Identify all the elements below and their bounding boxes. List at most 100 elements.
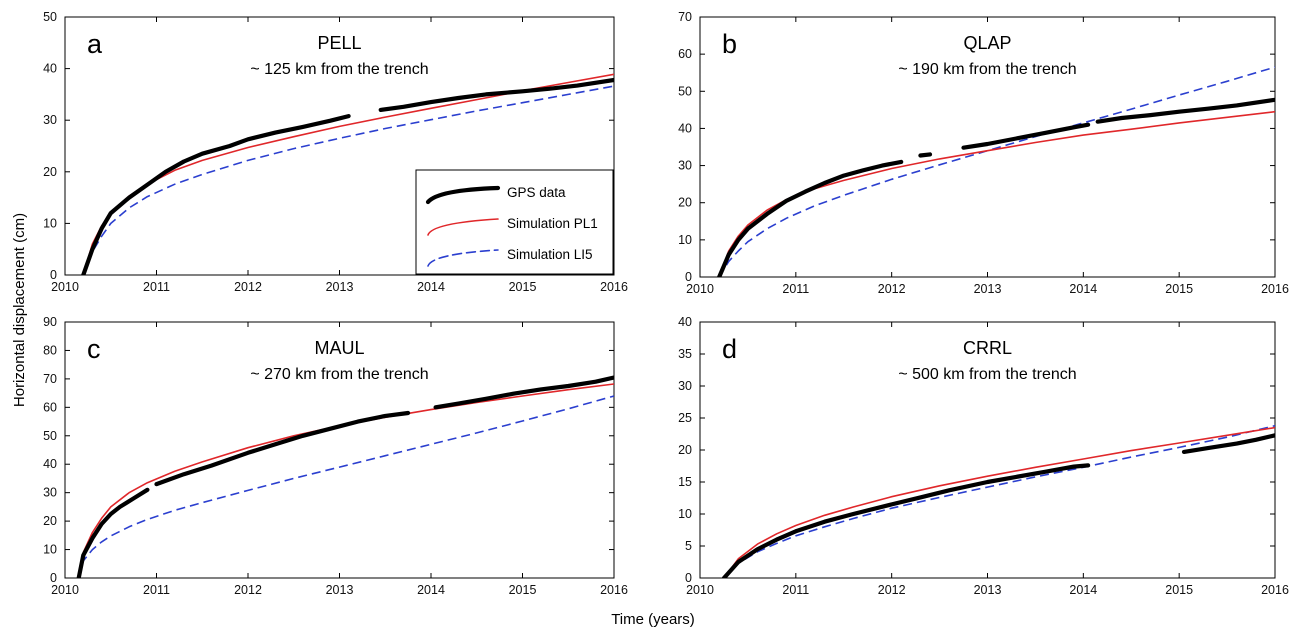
x-tick-label: 2010 (686, 583, 714, 597)
chart-panel-b: 2010 2011 2012 2013 2014 2015 2016 0 10 20 30 40 50 6… (678, 10, 1289, 296)
y-axis-title: Horizontal displacement (cm) (11, 213, 28, 407)
y-tick-label: 15 (678, 475, 692, 489)
x-tick-label: 2016 (600, 280, 628, 294)
legend-label-gps-data: GPS data (507, 185, 566, 200)
legend-swatch-gps-data (425, 185, 501, 205)
series-gps-data-segment (918, 152, 933, 158)
y-tick-label: 40 (678, 121, 692, 135)
legend-box (415, 169, 614, 275)
station-distance: ~ 125 km from the trench (250, 61, 428, 78)
plot-area (81, 73, 614, 275)
y-tick-label: 40 (43, 62, 57, 76)
chart-panels: 2010 2011 2012 2013 2014 2015 201601020304050a… (43, 10, 1289, 597)
y-tick-label: 0 (50, 268, 57, 282)
y-tick-label: 0 (50, 571, 57, 585)
series-gps-data-segment (154, 410, 411, 487)
series-simulation-li5 (82, 85, 614, 275)
x-tick-label: 2015 (509, 280, 537, 294)
series-gps-data-segment (1181, 433, 1275, 454)
station-title: PELL (317, 33, 361, 53)
y-tick-label: 50 (678, 84, 692, 98)
legend-swatch-simulation-li5 (427, 249, 499, 267)
x-tick-label: 2012 (878, 583, 906, 597)
station-title: MAUL (314, 338, 364, 358)
station-distance: ~ 500 km from the trench (898, 366, 1076, 383)
x-tick-label: 2015 (509, 583, 537, 597)
x-tick-label: 2014 (417, 583, 445, 597)
legend-swatch-simulation-pl1 (427, 218, 499, 236)
x-axis-title: Time (years) (611, 611, 695, 628)
y-tick-label: 30 (43, 486, 57, 500)
x-tick-label: 2013 (326, 583, 354, 597)
panel-letter: a (87, 29, 103, 59)
x-tick-label: 2012 (234, 583, 262, 597)
station-distance: ~ 190 km from the trench (898, 61, 1076, 78)
y-tick-label: 10 (678, 233, 692, 247)
station-title: QLAP (963, 33, 1011, 53)
y-tick-label: 20 (678, 443, 692, 457)
y-tick-label: 10 (43, 216, 57, 230)
panel-letter: c (87, 334, 101, 364)
y-tick-label: 5 (685, 539, 692, 553)
x-tick-label: 2013 (974, 583, 1002, 597)
series-gps-data-segment (961, 122, 1091, 150)
y-tick-label: 25 (678, 411, 692, 425)
series-gps-data-segment (433, 375, 614, 410)
x-tick-label: 2012 (878, 282, 906, 296)
x-tick-label: 2011 (143, 583, 170, 597)
x-tick-label: 2015 (1165, 583, 1193, 597)
chart-panel-d: 2010 2011 2012 2013 2014 2015 2016 0 5 10 15 20 25 30… (678, 315, 1289, 597)
series-gps-data-segment (717, 159, 904, 277)
x-tick-label: 2014 (417, 280, 445, 294)
plot-frame (699, 16, 1276, 278)
y-tick-label: 40 (43, 457, 57, 471)
x-tick-label: 2016 (1261, 282, 1289, 296)
x-tick-label: 2014 (1069, 583, 1097, 597)
x-tick-label: 2014 (1069, 282, 1097, 296)
series-simulation-pl1 (77, 383, 614, 578)
panel-letter: d (722, 334, 737, 364)
x-tick-label: 2011 (143, 280, 170, 294)
series-simulation-li5 (723, 424, 1275, 578)
y-tick-label: 10 (678, 507, 692, 521)
y-tick-label: 90 (43, 315, 57, 329)
x-tick-label: 2013 (326, 280, 354, 294)
series-gps-data-segment (76, 487, 150, 578)
y-tick-label: 10 (43, 543, 57, 557)
legend: GPS data Simulation PL1 Simulation LI5 (415, 169, 614, 275)
y-tick-label: 70 (43, 372, 57, 386)
plot-frame (64, 321, 615, 579)
station-distance: ~ 270 km from the trench (250, 366, 428, 383)
y-tick-label: 20 (678, 196, 692, 210)
y-tick-label: 60 (678, 47, 692, 61)
legend-label-simulation-pl1: Simulation PL1 (507, 216, 598, 231)
plot-area (76, 375, 614, 578)
y-tick-label: 30 (678, 159, 692, 173)
x-tick-label: 2011 (782, 583, 809, 597)
y-tick-label: 20 (43, 165, 57, 179)
y-tick-label: 60 (43, 400, 57, 414)
y-tick-label: 0 (685, 571, 692, 585)
y-tick-label: 40 (678, 315, 692, 329)
y-tick-label: 80 (43, 343, 57, 357)
y-tick-label: 35 (678, 347, 692, 361)
plot-area (721, 424, 1275, 578)
y-tick-label: 30 (43, 113, 57, 127)
legend-label-simulation-li5: Simulation LI5 (507, 247, 593, 262)
station-title: CRRL (963, 338, 1012, 358)
x-tick-label: 2010 (686, 282, 714, 296)
y-tick-label: 70 (678, 10, 692, 24)
x-tick-label: 2010 (51, 583, 79, 597)
series-simulation-pl1 (718, 110, 1275, 277)
y-tick-label: 50 (43, 429, 57, 443)
series-gps-data-segment (721, 463, 1091, 578)
series-simulation-pl1 (723, 426, 1275, 578)
y-tick-label: 20 (43, 514, 57, 528)
panel-letter: b (722, 29, 737, 59)
chart-panel-a: 2010 2011 2012 2013 2014 2015 2016 0 10 20 30 40 50 a… (43, 10, 628, 294)
series-gps-data-segment (1095, 97, 1275, 124)
y-tick-label: 50 (43, 10, 57, 24)
series-gps-data-segment (378, 77, 614, 112)
x-tick-label: 2012 (234, 280, 262, 294)
